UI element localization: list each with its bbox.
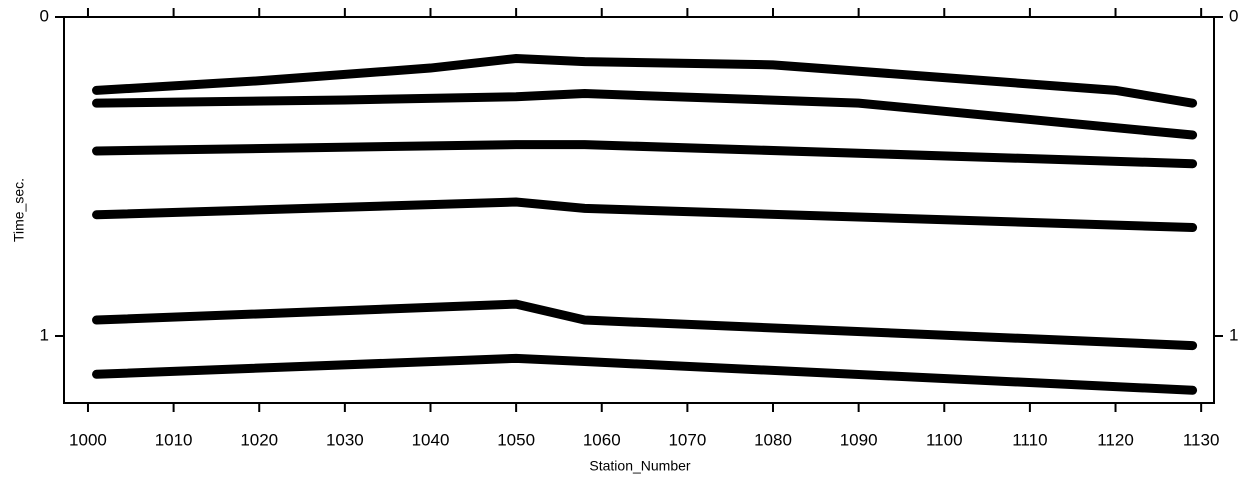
y-axis-label: Time_sec. [11, 178, 27, 242]
x-axis-label: Station_Number [589, 458, 691, 474]
x-tick-label: 1120 [1097, 430, 1134, 449]
y-tick-label-right: 1 [1229, 325, 1238, 344]
y-tick-label-right: 0 [1229, 6, 1238, 25]
y-tick-label: 1 [40, 325, 49, 344]
x-tick-label: 1050 [497, 430, 535, 449]
x-tick-label: 1000 [69, 430, 107, 449]
x-tick-label: 1090 [840, 430, 878, 449]
x-tick-label: 1080 [754, 430, 792, 449]
y-tick-label: 0 [40, 6, 49, 25]
x-tick-label: 1110 [1012, 430, 1047, 449]
reflection-event [92, 89, 1198, 140]
x-tick-label: 1130 [1183, 430, 1220, 449]
reflection-event [92, 353, 1198, 395]
x-tick-label: 1020 [240, 430, 278, 449]
x-tick-label: 1060 [583, 430, 621, 449]
reflection-event [92, 299, 1198, 351]
x-tick-label: 1100 [926, 430, 963, 449]
reflection-event [92, 197, 1198, 233]
x-tick-label: 1030 [326, 430, 364, 449]
x-tick-label: 1070 [668, 430, 706, 449]
reflection-event [92, 53, 1198, 108]
x-tick-label: 1040 [412, 430, 450, 449]
x-tick-label: 1010 [155, 430, 193, 449]
reflection-event [92, 140, 1198, 169]
